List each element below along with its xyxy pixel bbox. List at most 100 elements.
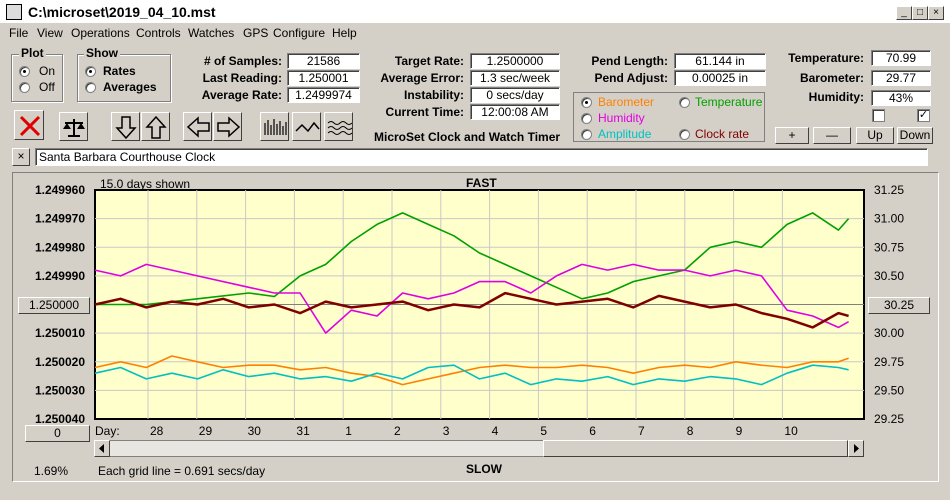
plot-off-label: Off — [39, 80, 55, 94]
minus-button[interactable]: — — [813, 127, 851, 144]
fast-label: FAST — [466, 176, 497, 190]
temperature-radio[interactable] — [679, 97, 690, 108]
grid-line-label: Each grid line = 0.691 secs/day — [98, 464, 266, 478]
show-averages-radio[interactable] — [85, 82, 96, 93]
plus-button[interactable]: + — [775, 127, 809, 144]
left-axis-tick: 1.250010 — [35, 326, 85, 340]
current-time-field: 12:00:08 AM — [470, 104, 560, 120]
x-axis-tick: 29 — [199, 424, 213, 438]
menu-view[interactable]: View — [37, 26, 63, 40]
left-axis-tick: 1.249980 — [35, 240, 85, 254]
menu-gps[interactable]: GPS — [243, 26, 269, 40]
right-axis-center-button[interactable]: 30.25 — [868, 297, 930, 314]
close-button[interactable]: × — [928, 6, 944, 20]
app-icon[interactable] — [6, 4, 22, 20]
left-axis-tick: 1.249960 — [35, 183, 85, 197]
scroll-right-button[interactable] — [848, 440, 864, 457]
amplitude-label: Amplitude — [598, 127, 652, 141]
balance-button[interactable] — [59, 112, 88, 141]
show-rates-label: Rates — [103, 64, 136, 78]
right-axis-tick: 31.00 — [874, 212, 904, 226]
down-button[interactable]: Down — [897, 127, 933, 144]
right-arrow-button[interactable] — [213, 112, 242, 141]
scroll-left-button[interactable] — [94, 440, 110, 457]
line-chart-button[interactable] — [292, 112, 321, 141]
show-group — [77, 54, 171, 102]
down-arrow-button[interactable] — [111, 112, 140, 141]
left-axis-center-button[interactable]: 1.250000 — [18, 297, 90, 314]
plot-on-radio[interactable] — [19, 66, 30, 77]
plot-group-label: Plot — [19, 46, 46, 60]
barometer-radio[interactable] — [581, 97, 592, 108]
plot-off-radio[interactable] — [19, 82, 30, 93]
target-rate-field: 1.2500000 — [470, 53, 560, 69]
left-axis-tick: 1.250020 — [35, 355, 85, 369]
barometer-readout-label: Barometer: — [799, 71, 864, 85]
x-axis-tick: 30 — [248, 424, 262, 438]
current-time-label: Current Time: — [385, 105, 464, 119]
humidity-radio[interactable] — [581, 113, 592, 124]
x-axis-tick: 9 — [736, 424, 743, 438]
red-x-icon — [19, 115, 41, 137]
right-axis-tick: 31.25 — [874, 183, 904, 197]
scroll-left-icon — [99, 444, 104, 453]
arrow-down-icon — [115, 116, 137, 140]
bars-icon — [264, 119, 287, 135]
wave-chart-button[interactable] — [324, 112, 353, 141]
x-axis-tick: 31 — [296, 424, 310, 438]
bar-chart-button[interactable] — [260, 112, 289, 141]
humidity-readout-label: Humidity: — [808, 90, 864, 104]
slow-label: SLOW — [466, 462, 502, 476]
plot-on-label: On — [39, 64, 56, 78]
menu-watches[interactable]: Watches — [188, 26, 235, 40]
left-arrow-button[interactable] — [183, 112, 212, 141]
pend-adjust-field: 0.00025 in — [674, 70, 766, 86]
chart-panel — [12, 172, 939, 482]
day-axis-label: Day: — [95, 424, 120, 438]
temperature-readout-label: Temperature: — [788, 51, 864, 65]
multi-wave-icon — [327, 121, 353, 135]
humidity-field: 43% — [871, 90, 931, 106]
x-axis-tick: 2 — [394, 424, 401, 438]
checkbox-2[interactable]: ✓ — [917, 109, 930, 122]
average-rate-label: Average Rate: — [201, 88, 282, 102]
left-axis-tick: 1.250030 — [35, 383, 85, 397]
minimize-button[interactable]: _ — [896, 6, 912, 20]
series-amplitude — [94, 364, 849, 386]
left-axis-tick: 1.249970 — [35, 212, 85, 226]
maximize-button[interactable]: □ — [912, 6, 928, 20]
instability-field: 0 secs/day — [470, 87, 560, 103]
left-axis-tick: 1.249990 — [35, 269, 85, 283]
barometer-field: 29.77 — [871, 70, 931, 86]
clock-name-field[interactable]: Santa Barbara Courthouse Clock — [35, 148, 928, 166]
clock-rate-label: Clock rate — [695, 127, 750, 141]
percent-label: 1.69% — [34, 464, 69, 478]
menu-operations[interactable]: Operations — [71, 26, 130, 40]
menu-file[interactable]: File — [9, 26, 29, 40]
offset-button[interactable]: 0 — [25, 425, 90, 442]
menu-controls[interactable]: Controls — [136, 26, 181, 40]
series-barometer — [94, 355, 849, 386]
x-axis-tick: 3 — [443, 424, 450, 438]
pend-adjust-label: Pend Adjust: — [594, 71, 668, 85]
show-averages-label: Averages — [103, 80, 157, 94]
checkbox-1[interactable] — [872, 109, 885, 122]
up-button[interactable]: Up — [856, 127, 894, 144]
scroll-thumb[interactable] — [543, 440, 848, 457]
clear-name-button[interactable]: × — [12, 148, 30, 166]
amplitude-radio[interactable] — [581, 129, 592, 140]
instability-label: Instability: — [403, 88, 464, 102]
window-title: C:\microset\2019_04_10.mst — [28, 4, 216, 20]
menu-help[interactable]: Help — [332, 26, 357, 40]
menu-configure[interactable]: Configure — [273, 26, 326, 40]
up-arrow-button[interactable] — [141, 112, 170, 141]
clock-rate-radio[interactable] — [679, 129, 690, 140]
series-clock-rate — [94, 291, 849, 329]
show-rates-radio[interactable] — [85, 66, 96, 77]
wave-icon — [295, 121, 320, 133]
right-axis-tick: 29.50 — [874, 383, 904, 397]
stop-button[interactable] — [14, 110, 44, 140]
x-axis-tick: 28 — [150, 424, 164, 438]
app-title: MicroSet Clock and Watch Timer — [374, 130, 561, 144]
